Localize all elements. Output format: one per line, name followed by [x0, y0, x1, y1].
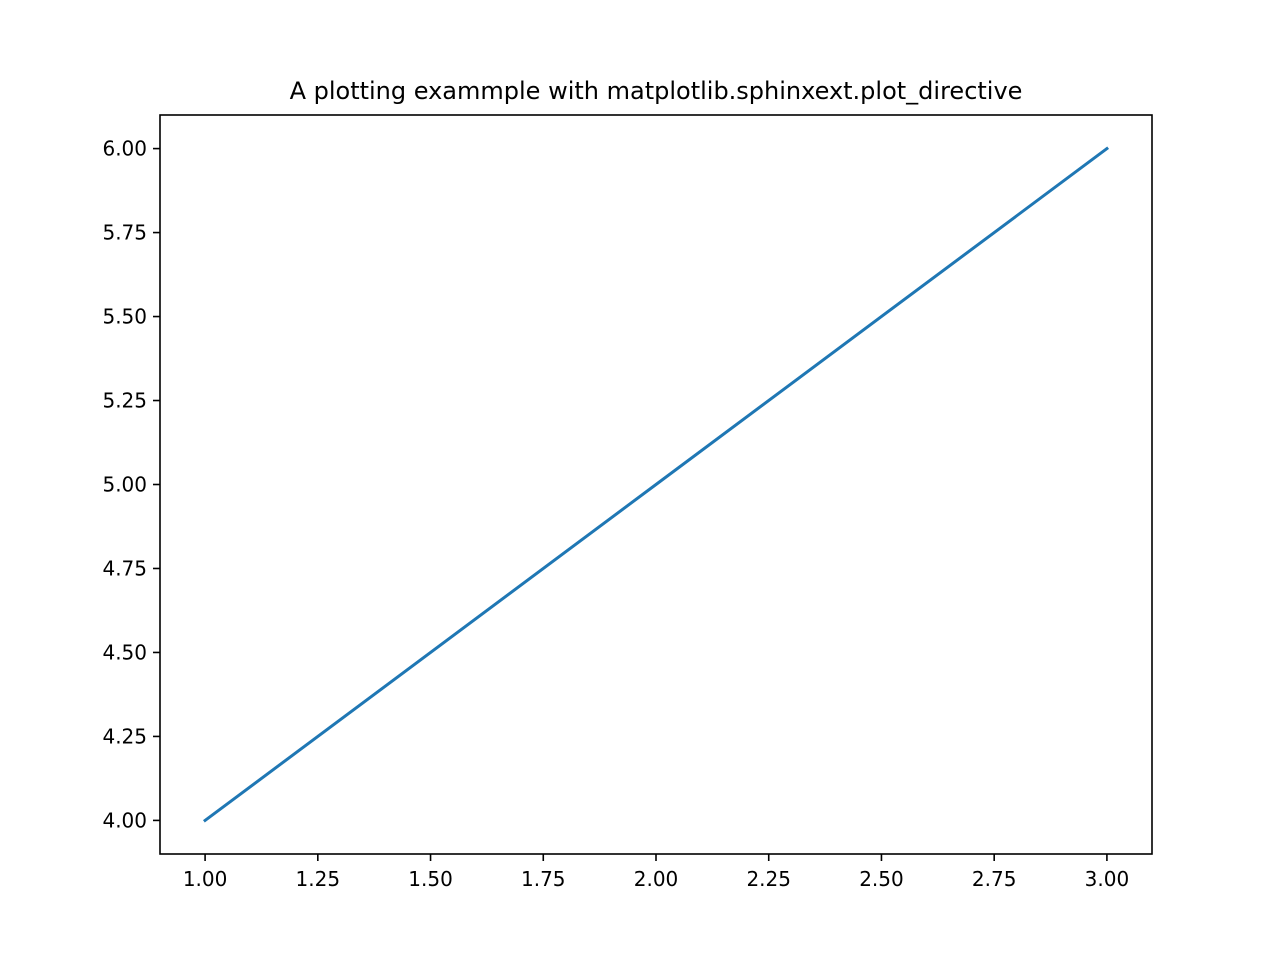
y-tick-label: 6.00 [102, 137, 147, 161]
y-tick-label: 5.00 [102, 473, 147, 497]
plot-lines [202, 146, 1110, 823]
x-tick-label: 3.00 [1085, 867, 1130, 891]
y-tick-label: 5.75 [102, 221, 147, 245]
axes-frame [159, 114, 1153, 855]
x-tick-label: 1.00 [183, 867, 228, 891]
x-tick-label: 1.50 [408, 867, 453, 891]
x-tick-label: 2.50 [859, 867, 904, 891]
x-tick-label: 1.75 [521, 867, 566, 891]
x-axis: 1.00 1.25 1.50 1.75 2.00 2.25 2.50 2.75 3.00 [183, 854, 1129, 891]
y-tick-label: 4.50 [102, 640, 147, 664]
y-tick-label: 4.00 [102, 808, 147, 832]
y-tick-label: 5.25 [102, 389, 147, 413]
series-line [202, 146, 1110, 823]
y-tick-label: 4.75 [102, 556, 147, 580]
x-tick-label: 2.75 [972, 867, 1017, 891]
x-tick-label: 2.00 [634, 867, 679, 891]
chart-title: A plotting exammple with matplotlib.sphi… [290, 77, 1023, 105]
x-tick-label: 2.25 [746, 867, 791, 891]
y-axis: 4.00 4.25 4.50 4.75 5.00 5.25 5.50 5.75 6.00 [102, 137, 160, 832]
y-tick-label: 4.25 [102, 724, 147, 748]
x-tick-label: 1.25 [296, 867, 341, 891]
y-tick-label: 5.50 [102, 305, 147, 329]
